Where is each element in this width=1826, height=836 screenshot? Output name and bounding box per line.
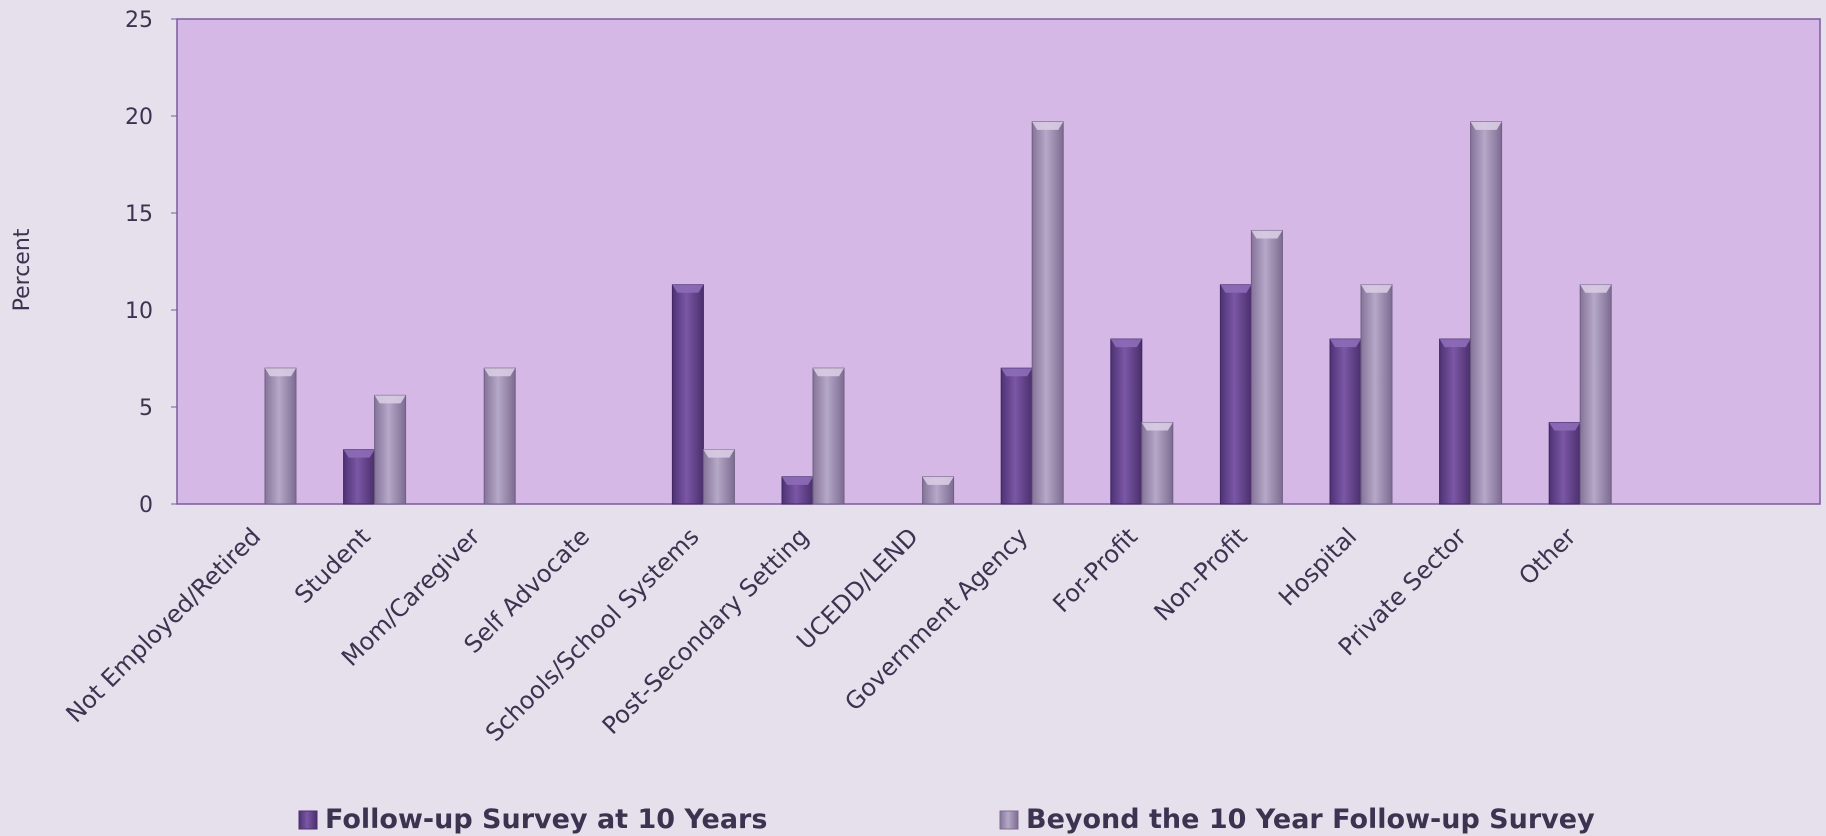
bar-cap-series-1-5 xyxy=(782,476,813,485)
bar-series-1-7 xyxy=(1000,367,1033,505)
bar-series-1-4 xyxy=(671,284,704,505)
bar-cap-series-2-0 xyxy=(265,368,296,377)
x-tick-label: Other xyxy=(1513,522,1581,590)
bar-series-2-5 xyxy=(812,367,845,505)
x-tick-label: Student xyxy=(289,522,376,609)
x-tick-label: For-Profit xyxy=(1047,522,1143,618)
bar-series-2-7 xyxy=(1031,121,1064,505)
bar-series-2-8 xyxy=(1141,422,1174,505)
bar-series-1-10 xyxy=(1329,338,1362,505)
bar-cap-series-2-8 xyxy=(1141,422,1173,431)
bar-cap-series-1-9 xyxy=(1220,284,1252,293)
bar-series-1-8 xyxy=(1110,338,1143,505)
bar-series-2-2 xyxy=(483,367,516,505)
bar-cap-series-1-11 xyxy=(1439,339,1471,348)
bar-cap-series-2-9 xyxy=(1251,230,1283,239)
bar-cap-series-1-8 xyxy=(1110,339,1142,348)
y-tick-label: 25 xyxy=(125,8,153,33)
bar-cap-series-1-10 xyxy=(1330,339,1361,348)
x-tick-label: Government Agency xyxy=(839,522,1033,716)
bar-series-1-12 xyxy=(1548,422,1581,505)
bar-series-2-0 xyxy=(264,367,297,505)
bar-cap-series-2-7 xyxy=(1032,121,1064,130)
bar-series-1-1 xyxy=(343,449,376,505)
bar-cap-series-2-1 xyxy=(374,395,406,404)
bar-series-2-1 xyxy=(374,394,407,505)
bar-series-1-9 xyxy=(1219,284,1252,505)
bar-cap-series-2-11 xyxy=(1470,121,1502,130)
bar-series-2-9 xyxy=(1250,229,1283,505)
y-tick-label: 20 xyxy=(125,105,153,130)
bar-series-2-4 xyxy=(702,449,735,505)
x-tick-label: Non-Profit xyxy=(1149,522,1253,626)
x-tick-label: Post-Secondary Setting xyxy=(597,522,814,739)
y-tick-label: 15 xyxy=(125,202,153,227)
y-axis-label: Percent xyxy=(10,228,35,311)
bar-cap-series-2-2 xyxy=(484,368,516,377)
bar-cap-series-2-4 xyxy=(703,449,735,458)
bar-series-2-11 xyxy=(1470,121,1503,505)
x-tick-label: Schools/School Systems xyxy=(480,522,705,747)
legend-label-series-1: Follow-up Survey at 10 Years xyxy=(325,804,767,835)
bar-cap-series-1-7 xyxy=(1001,368,1033,377)
bar-cap-series-2-12 xyxy=(1580,284,1612,293)
bar-cap-series-2-6 xyxy=(922,476,954,485)
bar-series-1-11 xyxy=(1439,338,1472,505)
legend-swatch-series-2 xyxy=(999,810,1019,830)
plot-area xyxy=(176,18,1821,505)
x-tick-label: Not Employed/Retired xyxy=(61,522,267,728)
legend-label-series-2: Beyond the 10 Year Follow-up Survey xyxy=(1026,804,1595,835)
bar-cap-series-2-5 xyxy=(813,368,844,377)
y-tick-label: 0 xyxy=(139,493,153,518)
legend-swatch-series-1 xyxy=(298,810,318,830)
bar-cap-series-1-12 xyxy=(1549,422,1581,431)
x-tick-label: Hospital xyxy=(1273,522,1362,611)
bar-series-2-12 xyxy=(1579,284,1612,505)
y-tick-label: 5 xyxy=(139,396,153,421)
bar-cap-series-2-10 xyxy=(1361,284,1392,293)
bar-cap-series-1-4 xyxy=(672,284,704,293)
y-tick-label: 10 xyxy=(125,299,153,324)
bar-series-2-10 xyxy=(1360,284,1393,505)
bar-cap-series-1-1 xyxy=(343,449,375,458)
